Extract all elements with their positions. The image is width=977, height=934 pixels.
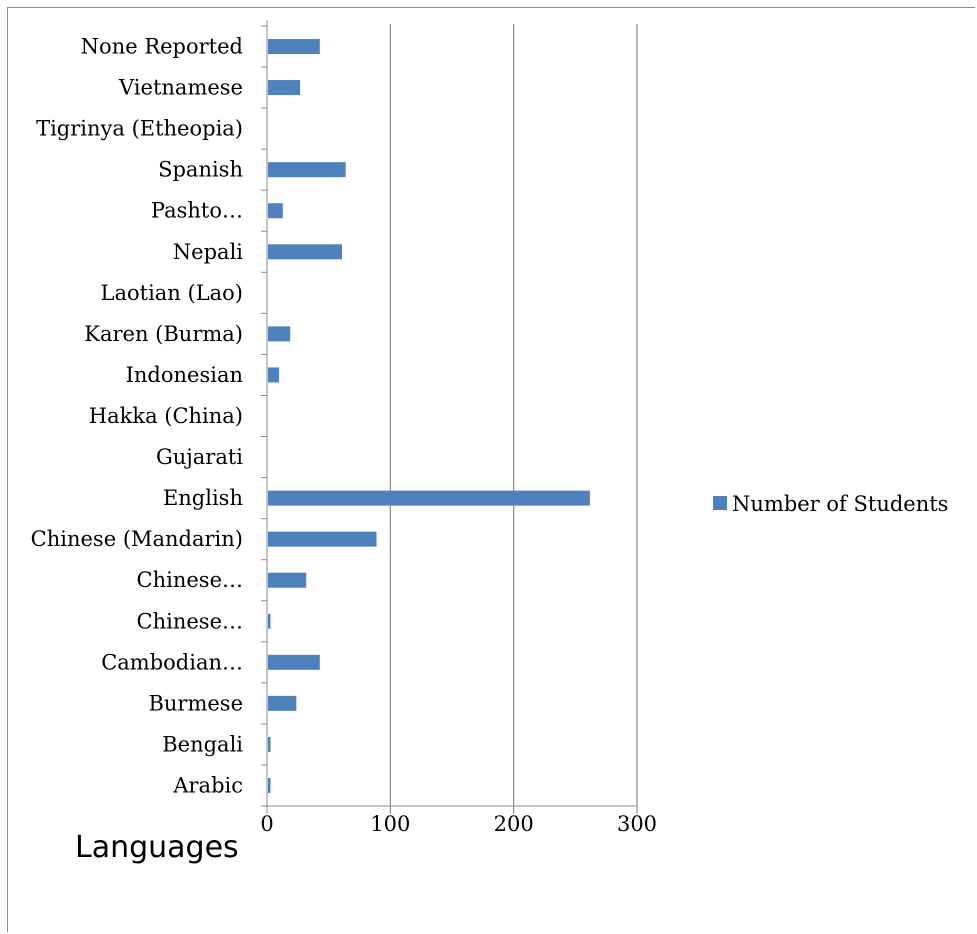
bar [268, 531, 377, 547]
bar [268, 572, 307, 588]
category-label: Laotian (Lao) [101, 281, 243, 305]
category-label: Burmese [148, 691, 243, 715]
category-label: Gujarati [156, 445, 243, 469]
bar [268, 736, 271, 752]
x-tick-labels: 0 100 200 300 [260, 812, 657, 836]
x-axis-title: Languages [75, 830, 239, 865]
bar [268, 695, 297, 711]
category-label: Arabic [172, 773, 243, 797]
category-label: Cambodian… [101, 650, 243, 674]
legend: Number of Students [713, 492, 948, 516]
category-label: Chinese (Mandarin) [31, 527, 243, 551]
bar [268, 162, 346, 178]
legend-label: Number of Students [732, 492, 948, 516]
bar [268, 203, 283, 219]
gridlines [389, 24, 638, 814]
category-label: Spanish [158, 158, 243, 182]
category-label: Bengali [162, 732, 243, 756]
bar [268, 613, 271, 629]
axes [261, 20, 637, 814]
category-label: Hakka (China) [89, 404, 243, 428]
bar [268, 326, 291, 342]
bar [268, 777, 271, 793]
bars [268, 39, 590, 793]
x-tick-label: 200 [494, 812, 534, 836]
bar [268, 654, 320, 670]
category-label: Indonesian [126, 363, 243, 387]
category-label: None Reported [81, 35, 243, 59]
category-label: Chinese… [137, 568, 243, 592]
legend-swatch [713, 496, 727, 510]
category-label: Vietnamese [118, 76, 243, 100]
bar [268, 367, 280, 383]
bar [268, 39, 320, 55]
x-tick-label: 300 [617, 812, 657, 836]
category-labels: Arabic Bengali Burmese Cambodian… Chinese… Ch… [31, 35, 244, 798]
bar [268, 490, 590, 506]
bar [268, 80, 301, 96]
chart-frame [7, 7, 975, 932]
category-label: Karen (Burma) [84, 322, 243, 346]
x-tick-label: 100 [370, 812, 410, 836]
category-label: Nepali [173, 240, 243, 264]
category-label: Chinese… [137, 609, 243, 633]
category-label: English [163, 486, 243, 510]
x-tick-label: 0 [260, 812, 273, 836]
category-label: Pashto… [151, 199, 243, 223]
category-label: Tigrinya (Etheopia) [36, 117, 243, 141]
bar [268, 244, 342, 260]
